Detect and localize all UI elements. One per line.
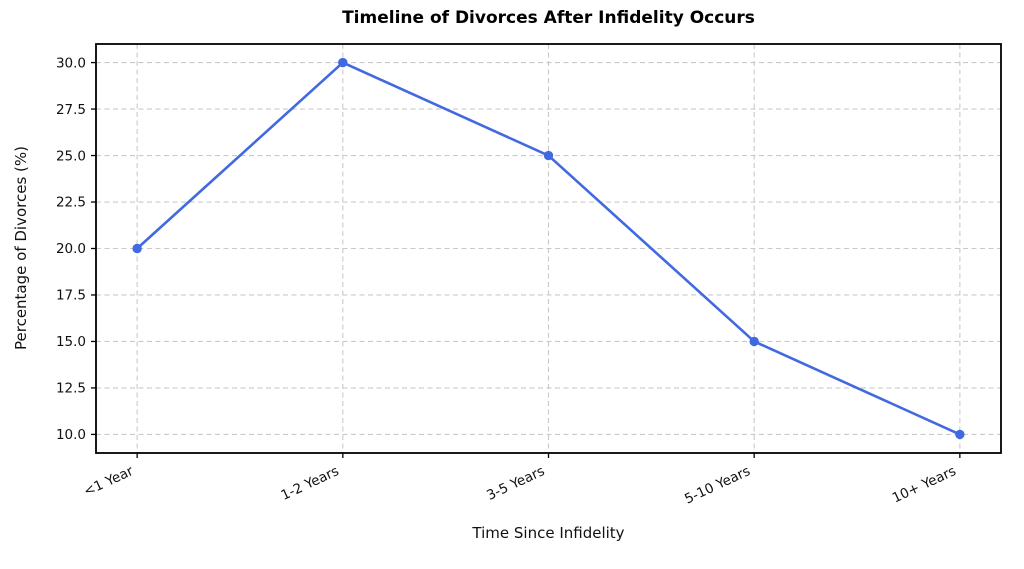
chart-title: Timeline of Divorces After Infidelity Oc…: [342, 8, 755, 28]
data-point-marker: [955, 429, 965, 440]
y-tick-label: 20.0: [56, 241, 86, 257]
plot-border: [95, 43, 1002, 454]
y-tick-label: 12.5: [56, 381, 86, 397]
data-point-marker: [132, 243, 142, 254]
y-tick-label: 27.5: [56, 102, 86, 118]
y-tick-label: 15.0: [56, 334, 86, 350]
y-tick-label: 10.0: [56, 427, 86, 443]
data-point-marker: [543, 150, 554, 161]
data-point-marker: [749, 336, 759, 347]
data-point-marker: [338, 57, 348, 68]
x-tick-label: 10+ Years: [890, 463, 959, 506]
y-tick-label: 30.0: [56, 55, 86, 71]
x-tick-label: <1 Year: [81, 463, 136, 500]
y-tick-label: 17.5: [56, 288, 86, 304]
x-tick-label: 3-5 Years: [484, 463, 547, 504]
x-tick-label: 5-10 Years: [682, 463, 753, 507]
x-axis-label: Time Since Infidelity: [472, 524, 625, 542]
x-tick-label: 1-2 Years: [279, 463, 342, 504]
y-tick-label: 22.5: [56, 195, 86, 211]
y-tick-label: 25.0: [56, 148, 86, 164]
